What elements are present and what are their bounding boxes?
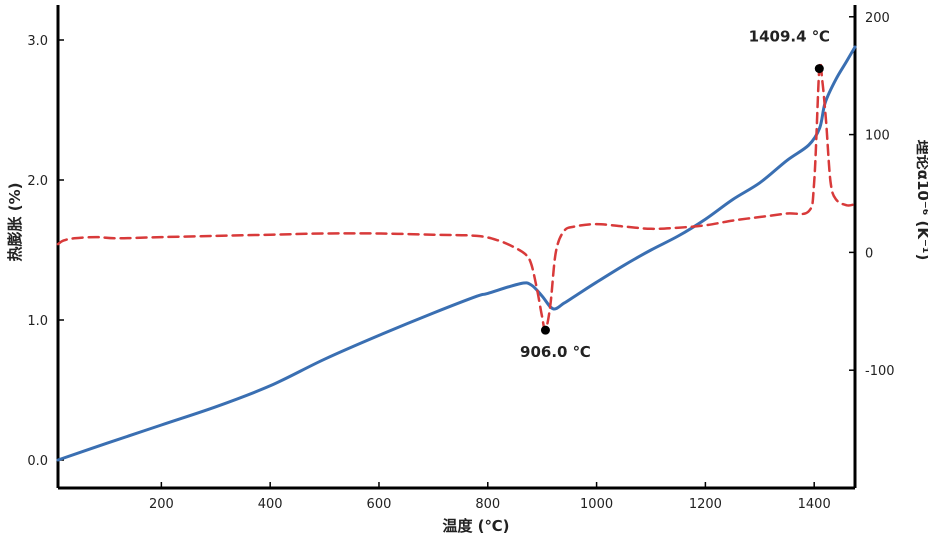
annotation-point xyxy=(814,64,824,74)
y-left-tick-label: 2.0 xyxy=(27,174,48,189)
y-right-tick-label: 200 xyxy=(865,11,890,26)
y-left-tick-label: 0.0 xyxy=(27,454,48,469)
y-right-axis-title: 理论α10⁻⁶ (K⁻¹) xyxy=(914,140,928,261)
axes xyxy=(56,5,857,490)
y-left-axis-title: 热膨胀 (%) xyxy=(6,183,24,262)
annotations: 906.0 ℃ 1409.4 ℃ xyxy=(520,28,830,362)
expansion-series-line xyxy=(56,45,857,462)
x-tick-label: 1400 xyxy=(798,497,831,512)
x-tick-label: 600 xyxy=(367,497,392,512)
annotation-label: 1409.4 ℃ xyxy=(749,28,830,46)
x-axis-title: 温度 (℃) xyxy=(442,517,509,535)
annotation-point xyxy=(540,325,550,335)
alpha-series-line xyxy=(56,61,857,332)
y-left-tick-label: 3.0 xyxy=(27,34,48,49)
ticks: 200 400 600 800 1000 1200 14000.01.02.03.0-100… xyxy=(27,11,894,512)
x-tick-label: 1200 xyxy=(689,497,722,512)
x-tick-label: 200 xyxy=(149,497,174,512)
x-tick-label: 400 xyxy=(258,497,283,512)
y-right-tick-label: 0 xyxy=(865,246,873,261)
x-tick-label: 1000 xyxy=(580,497,613,512)
y-right-tick-label: -100 xyxy=(865,364,895,379)
series-group xyxy=(56,45,857,462)
y-left-tick-label: 1.0 xyxy=(27,314,48,329)
y-right-tick-label: 100 xyxy=(865,129,890,144)
annotation-label: 906.0 ℃ xyxy=(520,343,591,361)
x-tick-label: 800 xyxy=(475,497,500,512)
